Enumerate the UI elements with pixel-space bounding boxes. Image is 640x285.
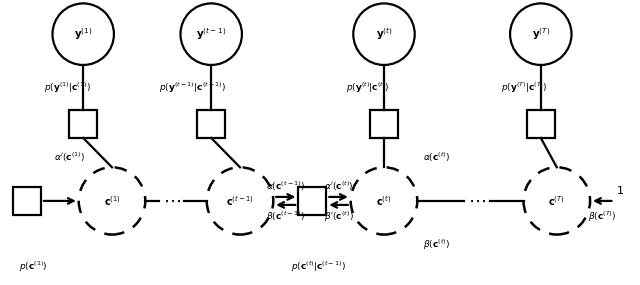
Text: $\cdots$: $\cdots$ bbox=[163, 192, 180, 210]
Text: $\cdots$: $\cdots$ bbox=[468, 192, 486, 210]
Text: $p(\mathbf{y}^{(t)}|\mathbf{c}^{(t)})$: $p(\mathbf{y}^{(t)}|\mathbf{c}^{(t)})$ bbox=[346, 80, 389, 95]
Text: $\mathbf{y}^{(T)}$: $\mathbf{y}^{(T)}$ bbox=[532, 26, 550, 42]
Text: $1$: $1$ bbox=[616, 184, 623, 196]
Text: $p(\mathbf{y}^{(T)}|\mathbf{c}^{(T)})$: $p(\mathbf{y}^{(T)}|\mathbf{c}^{(T)})$ bbox=[501, 80, 548, 95]
Text: $\alpha(\mathbf{c}^{(t)})$: $\alpha(\mathbf{c}^{(t)})$ bbox=[423, 151, 450, 164]
Text: $\alpha(\mathbf{c}^{(t-1)})$: $\alpha(\mathbf{c}^{(t-1)})$ bbox=[266, 179, 305, 193]
Text: $p(\mathbf{y}^{(1)}|\mathbf{c}^{(1)})$: $p(\mathbf{y}^{(1)}|\mathbf{c}^{(1)})$ bbox=[44, 80, 90, 95]
Bar bbox=[13, 187, 41, 215]
Bar bbox=[197, 110, 225, 138]
Text: $p(\mathbf{y}^{(t-1)}|\mathbf{c}^{(t-1)})$: $p(\mathbf{y}^{(t-1)}|\mathbf{c}^{(t-1)}… bbox=[159, 80, 226, 95]
Text: $\mathbf{c}^{(t)}$: $\mathbf{c}^{(t)}$ bbox=[376, 194, 392, 208]
Bar bbox=[370, 110, 398, 138]
Text: $\mathbf{c}^{(T)}$: $\mathbf{c}^{(T)}$ bbox=[548, 194, 565, 208]
Text: $p(\mathbf{c}^{(t)}|\mathbf{c}^{(t-1)})$: $p(\mathbf{c}^{(t)}|\mathbf{c}^{(t-1)})$ bbox=[291, 259, 346, 274]
Text: $\beta'(\mathbf{c}^{(t)})$: $\beta'(\mathbf{c}^{(t)})$ bbox=[324, 209, 353, 224]
Text: $\beta(\mathbf{c}^{(t-1)})$: $\beta(\mathbf{c}^{(t-1)})$ bbox=[266, 209, 305, 224]
Text: $\alpha'(\mathbf{c}^{(t)})$: $\alpha'(\mathbf{c}^{(t)})$ bbox=[324, 179, 353, 193]
Text: $\beta(\mathbf{c}^{(t)})$: $\beta(\mathbf{c}^{(t)})$ bbox=[423, 237, 450, 252]
Bar bbox=[298, 187, 326, 215]
Text: $\mathbf{c}^{(1)}$: $\mathbf{c}^{(1)}$ bbox=[104, 194, 120, 208]
Text: $\mathbf{c}^{(t-1)}$: $\mathbf{c}^{(t-1)}$ bbox=[226, 194, 254, 208]
Text: $\beta(\mathbf{c}^{(T)})$: $\beta(\mathbf{c}^{(T)})$ bbox=[588, 209, 616, 224]
Bar bbox=[69, 110, 97, 138]
Bar bbox=[527, 110, 555, 138]
Text: $p(\mathbf{c}^{(1)})$: $p(\mathbf{c}^{(1)})$ bbox=[19, 259, 47, 274]
Text: $\mathbf{y}^{(t)}$: $\mathbf{y}^{(t)}$ bbox=[376, 26, 392, 42]
Text: $\mathbf{y}^{(1)}$: $\mathbf{y}^{(1)}$ bbox=[74, 26, 92, 42]
Text: $\mathbf{y}^{(t-1)}$: $\mathbf{y}^{(t-1)}$ bbox=[196, 26, 227, 42]
Text: $\alpha'(\mathbf{c}^{(1)})$: $\alpha'(\mathbf{c}^{(1)})$ bbox=[54, 151, 85, 164]
